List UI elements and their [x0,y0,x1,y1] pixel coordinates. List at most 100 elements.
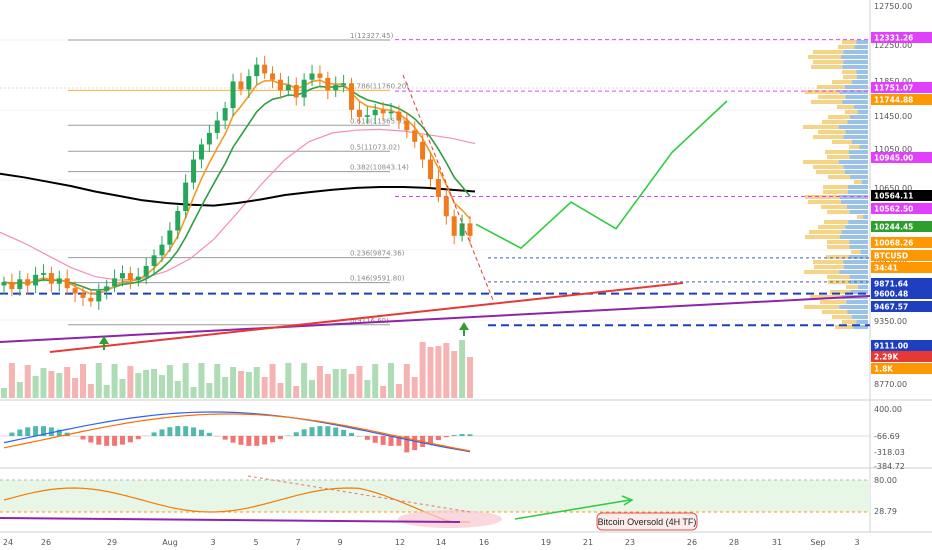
volume-bar [253,367,260,398]
volume-profile-bar [843,265,868,269]
volume-bar [166,365,173,398]
candle-body [404,120,410,131]
price-tick-label: 11850.00 [874,77,912,86]
time-tick-label: 31 [772,538,782,547]
rsi-line [3,487,470,523]
volume-profile-bar [849,275,868,279]
candle-body [143,265,149,277]
candle-body [40,273,46,275]
volume-bar [143,370,150,398]
candle-body [246,76,252,90]
price-tag-label: 10068.26 [874,239,913,248]
candle-body [191,159,197,183]
volume-profile-bar [827,210,850,214]
macd-histogram-bar [467,434,473,436]
volume-profile-bar [838,160,868,164]
candle-body [372,109,378,116]
volume-profile-bar [844,170,868,174]
volume-profile-bar [818,95,846,99]
ma-black-line [0,172,476,207]
volume-bar [261,377,268,398]
price-tick-label: 12750.00 [874,2,912,11]
candle-body [420,141,426,160]
candle-body [325,77,331,91]
candle-body [159,244,165,256]
price-tick-label: 11050.00 [874,145,912,154]
candle-body [135,276,141,281]
macd-histogram-bar [80,436,86,440]
volume-profile-bar [810,295,842,299]
macd-histogram-bar [96,436,102,445]
candle-body [254,64,260,77]
price-tick-label: 9350.00 [874,317,907,326]
volume-profile-bar [847,190,868,194]
rsi-panel [0,475,870,528]
candle-body [198,144,204,160]
volume-bar [111,364,118,398]
macd-histogram-bar [127,436,133,443]
candle-body [467,223,473,236]
candle-body [183,182,189,211]
volume-bar [24,365,31,398]
candle-body [364,115,370,117]
time-tick-label: 26 [687,538,697,547]
candle-body [388,111,394,114]
price-tag-badge [871,301,932,312]
volume-bar [40,368,47,398]
volume-bar [222,377,229,398]
macd-tick-label: -318.03 [874,448,905,457]
volume-bar [56,373,63,398]
macd-histogram-bar [40,426,46,436]
volume-profile-bar [827,275,850,279]
volume-profile-bar [822,120,848,124]
volume-bar [380,386,387,398]
macd-histogram-bar [388,436,394,446]
candle-body [167,230,173,245]
candle-body [230,81,236,109]
volume-profile-bar [837,105,855,109]
rsi-band [0,480,870,512]
volume-profile-bar [851,315,868,319]
volume-profile-bar [847,185,868,189]
macd-histogram-bar [325,426,331,436]
price-tag-label: 11751.07 [874,84,913,93]
volume-profile-bar [839,235,868,239]
volume-profile-bar [849,255,868,259]
fib-label: 0.146(9591.80) [350,275,405,283]
candle-body [396,111,402,121]
volume-profile-bar [839,90,868,94]
volume-profile-bar [832,140,852,144]
macd-histogram-bar [270,436,276,443]
time-tick-label: 14 [436,538,446,547]
macd-histogram-bar [364,436,370,440]
macd-histogram-bar [372,436,378,443]
volume-bar [158,375,165,398]
volume-bar [451,351,458,398]
volume-profile-bar [813,165,844,169]
oversold-callout[interactable]: Bitcoin Oversold (4H TF) [596,512,698,531]
volume-profile-bar [830,290,851,294]
volume-profile-bar [826,255,850,259]
ma-pink-line [0,128,476,281]
volume-profile-bar [823,190,848,194]
macd-histogram-bar [341,429,347,436]
volume-profile-bar [843,165,868,169]
price-tag-label: 9111.00 [874,342,908,351]
price-axis: 12750.00 12250.00 11850.00 11450.00 11050.00… [874,2,912,516]
candle-body [262,64,268,74]
candle-body [88,297,94,302]
volume-bar [127,366,134,398]
volume-profile-bar [849,210,868,214]
candle-body [428,159,434,180]
macd-histogram-bar [380,436,386,445]
volume-profile-bar [850,175,868,179]
volume-profile-bar [843,135,868,139]
volume-profile-bar [851,140,868,144]
volume-bar [72,378,79,398]
candle-body [349,83,355,110]
macd-histogram-bar [435,436,441,441]
ema-orange-line [3,79,471,296]
candle-body [333,85,339,91]
up-arrow-icon [459,322,469,330]
